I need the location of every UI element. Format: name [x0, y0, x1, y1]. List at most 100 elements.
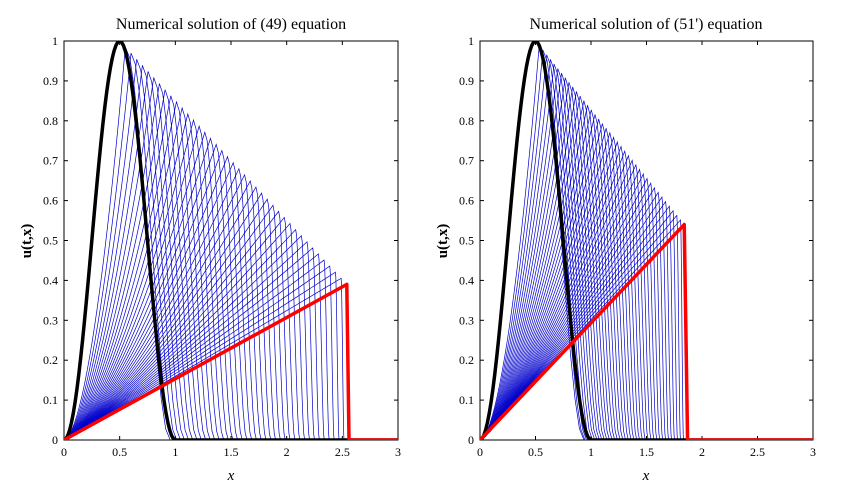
- evolution-curve: [64, 222, 398, 440]
- evolution-curve: [480, 186, 813, 440]
- y-tick-label: 0.7: [459, 154, 474, 168]
- x-tick-label: 1: [588, 445, 594, 459]
- x-tick-label: 0: [61, 445, 67, 459]
- evolution-curve: [480, 123, 813, 440]
- initial-profile-line: [64, 41, 398, 440]
- y-tick-label: 0: [468, 433, 474, 447]
- y-tick-label: 0.1: [43, 393, 58, 407]
- y-tick-label: 0.9: [459, 74, 474, 88]
- evolution-curve: [480, 86, 813, 440]
- evolution-curve: [64, 192, 398, 440]
- evolution-curve: [64, 228, 398, 440]
- evolution-curve: [64, 271, 398, 440]
- final-profile-line: [64, 282, 398, 440]
- y-tick-label: 0.4: [459, 273, 474, 287]
- y-tick-label: 0.8: [43, 114, 58, 128]
- y-axis-label: u(t,x): [435, 224, 451, 259]
- evolution-curve: [480, 154, 813, 440]
- evolution-curve: [480, 128, 813, 440]
- evolution-curve: [480, 140, 813, 440]
- evolution-curve: [64, 265, 398, 440]
- evolution-curve: [480, 163, 813, 440]
- evolution-curve: [64, 247, 398, 440]
- evolution-curve: [480, 105, 813, 440]
- evolution-curve: [480, 172, 813, 440]
- evolution-curve: [64, 71, 398, 440]
- evolution-curve: [64, 137, 398, 440]
- evolution-curve: [480, 95, 813, 440]
- y-axis-label: u(t,x): [19, 224, 35, 259]
- initial-profile-line: [480, 41, 813, 440]
- evolution-curve: [64, 131, 398, 440]
- y-tick-label: 0.2: [43, 353, 58, 367]
- x-tick-label: 2.5: [750, 445, 765, 459]
- x-tick-label: 1: [172, 445, 178, 459]
- evolution-curve: [64, 259, 398, 440]
- evolution-curve: [64, 59, 398, 440]
- evolution-curve: [480, 82, 813, 440]
- evolution-curve: [480, 191, 813, 440]
- y-tick-label: 0.3: [43, 313, 58, 327]
- x-tick-label: 3: [810, 445, 816, 459]
- x-tick-label: 0.5: [112, 445, 127, 459]
- evolution-curve: [64, 118, 398, 440]
- x-tick-label: 1.5: [639, 445, 654, 459]
- y-tick-label: 0.7: [43, 154, 58, 168]
- x-tick-label: 0: [477, 445, 483, 459]
- y-tick-label: 0.5: [459, 234, 474, 248]
- x-axis-label: x: [227, 468, 235, 484]
- evolution-curve: [64, 106, 398, 440]
- evolution-curve: [480, 168, 813, 440]
- x-tick-label: 3: [395, 445, 401, 459]
- evolution-curve: [64, 241, 398, 440]
- y-tick-label: 0.3: [459, 313, 474, 327]
- evolution-curve: [64, 53, 398, 440]
- y-tick-label: 1: [468, 34, 474, 48]
- evolution-curve: [64, 179, 398, 440]
- evolution-curve: [480, 68, 813, 440]
- y-tick-label: 0.9: [43, 74, 58, 88]
- evolution-curve: [64, 253, 398, 440]
- y-tick-label: 0.5: [43, 234, 58, 248]
- evolution-curve: [64, 161, 398, 440]
- x-tick-label: 2: [699, 445, 705, 459]
- data-lines: [64, 41, 398, 440]
- evolution-curve: [480, 177, 813, 440]
- evolution-curve: [64, 95, 398, 440]
- x-tick-label: 1.5: [224, 445, 239, 459]
- evolution-curve: [64, 173, 398, 440]
- evolution-curve: [64, 186, 398, 440]
- evolution-curve: [480, 182, 813, 440]
- y-tick-label: 0.1: [459, 393, 474, 407]
- subplot-right: Numerical solution of (51') equation x u…: [435, 16, 816, 484]
- x-tick-label: 2: [284, 445, 290, 459]
- evolution-curve: [480, 63, 813, 440]
- evolution-curve: [64, 167, 398, 440]
- y-tick-label: 0.2: [459, 353, 474, 367]
- evolution-curve: [480, 54, 813, 440]
- x-tick-label: 0.5: [528, 445, 543, 459]
- evolution-curve: [480, 135, 813, 440]
- evolution-curve: [64, 83, 398, 440]
- subplot-left: Numerical solution of (49) equation x u(…: [19, 16, 401, 484]
- y-tick-label: 0: [52, 433, 58, 447]
- y-tick-label: 0.6: [459, 194, 474, 208]
- evolution-curve: [480, 145, 813, 440]
- evolution-curve: [480, 200, 813, 440]
- evolution-curve: [64, 143, 398, 440]
- y-tick-label: 1: [52, 34, 58, 48]
- evolution-curve: [64, 77, 398, 440]
- data-lines: [480, 41, 813, 440]
- y-tick-label: 0.8: [459, 114, 474, 128]
- final-profile-line: [480, 222, 813, 440]
- chart-title: Numerical solution of (49) equation: [116, 16, 346, 33]
- evolution-curve: [480, 159, 813, 440]
- y-tick-label: 0.6: [43, 194, 58, 208]
- evolution-curve: [480, 209, 813, 440]
- evolution-curve: [480, 77, 813, 440]
- evolution-curve: [64, 124, 398, 440]
- x-axis-label: x: [642, 468, 650, 484]
- evolution-curve: [64, 204, 398, 440]
- chart-title: Numerical solution of (51') equation: [529, 16, 762, 33]
